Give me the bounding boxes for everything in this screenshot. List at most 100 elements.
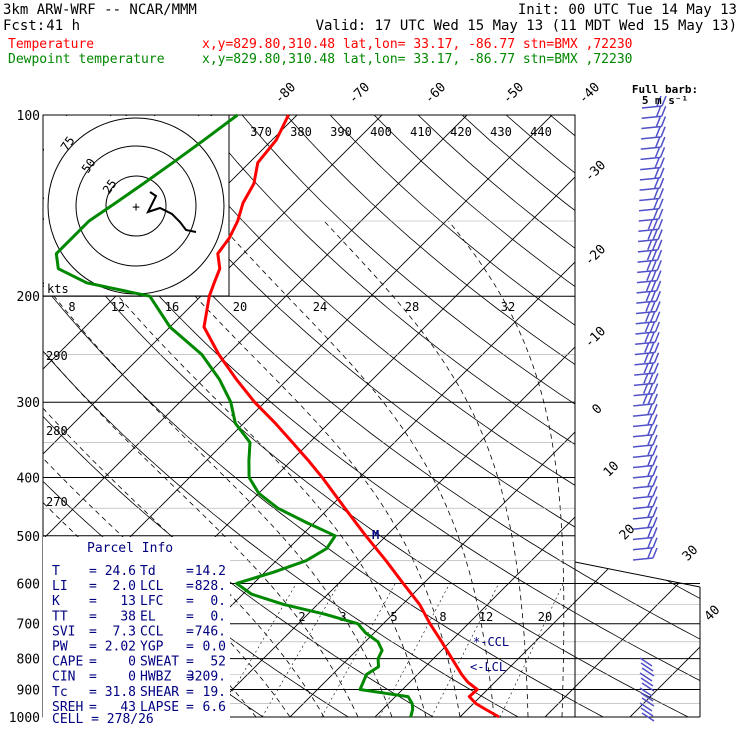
wind-barb-shaft bbox=[632, 526, 654, 530]
wind-barb-flag bbox=[652, 475, 658, 487]
wind-barb-flag bbox=[652, 218, 659, 230]
pressure-label-100: 100 bbox=[17, 109, 40, 124]
dry-adiabat-label-1: 280 bbox=[46, 424, 68, 438]
parcel-eq: = bbox=[186, 670, 194, 685]
wind-barb-shaft bbox=[640, 146, 661, 150]
wind-barb-low-8 bbox=[641, 697, 655, 707]
parcel-value-ccl: 746. bbox=[195, 624, 226, 639]
isotherm-label-0: -80 bbox=[272, 80, 299, 107]
pressure-tick-labels: 100 200 300 400 500 600 700 800 900 1000 bbox=[9, 109, 40, 726]
plot-frame bbox=[42, 114, 701, 718]
wind-barb-flag bbox=[650, 301, 656, 312]
parcel-label-svi: SVI bbox=[52, 624, 75, 639]
mixing-ratio-labels: 8 12 16 20 24 28 32 2 3 5 8 12 20 bbox=[68, 300, 552, 624]
wind-barb-flag bbox=[653, 362, 659, 374]
isotherm-label-8: 0 bbox=[589, 401, 605, 417]
wind-barb-6 bbox=[640, 157, 665, 171]
wind-barb-flag bbox=[656, 260, 662, 271]
parcel-value-cape: 0 bbox=[128, 655, 136, 670]
mixing-ratio-label-upper-5: 28 bbox=[405, 300, 419, 314]
theta-e-label-5: 420 bbox=[450, 125, 472, 139]
moist-adiabat-32 bbox=[448, 220, 565, 717]
isotherm-0 bbox=[289, 115, 700, 717]
wind-barb-flag bbox=[650, 311, 656, 323]
wind-barb-flag bbox=[648, 373, 654, 384]
wind-barb-shaft bbox=[640, 166, 661, 171]
mixing-ratio-label-lower-0: 2 bbox=[298, 610, 305, 624]
wind-barb-flag bbox=[652, 393, 658, 405]
wind-barb-shaft bbox=[632, 557, 654, 561]
parcel-value-sweat: 52 bbox=[210, 655, 226, 670]
wind-barb-19 bbox=[636, 290, 661, 304]
wind-barb-flag bbox=[658, 188, 664, 199]
wind-barb-flag bbox=[649, 321, 656, 333]
parcel-label-hwbz: HWBZ bbox=[140, 670, 171, 685]
parcel-value-lcl: 828. bbox=[195, 579, 226, 594]
wind-barb-shaft bbox=[638, 218, 659, 222]
init-time: Init: 00 UTC Tue 14 May 13 bbox=[518, 2, 737, 18]
wind-barb-flag bbox=[652, 239, 658, 251]
wind-barb-flag bbox=[653, 373, 659, 384]
wind-barb-flag bbox=[647, 414, 653, 425]
pressure-label-300: 300 bbox=[17, 396, 40, 411]
wind-barb-30 bbox=[632, 403, 658, 417]
parcel-label-cin: CIN bbox=[52, 670, 75, 685]
wind-barb-2 bbox=[641, 116, 667, 130]
wind-barb-low-3 bbox=[639, 672, 653, 682]
parcel-eq: = bbox=[89, 655, 97, 670]
isotherm-label-4: -40 bbox=[576, 80, 603, 107]
wind-barb-39 bbox=[632, 496, 658, 510]
wind-barb-low-5 bbox=[641, 682, 655, 692]
wind-barb-flag bbox=[647, 537, 653, 549]
wind-barb-flag bbox=[660, 126, 666, 138]
wind-barb-1 bbox=[641, 105, 667, 120]
wind-barb-10 bbox=[638, 198, 664, 212]
isotherm--10 bbox=[204, 115, 700, 717]
wind-barb-flag bbox=[652, 465, 658, 477]
wind-barb-flag bbox=[650, 280, 657, 292]
wind-barb-shaft bbox=[635, 331, 656, 335]
parcel-value-el: 0. bbox=[210, 609, 226, 624]
annotations: <-LCL *-CCL M bbox=[372, 528, 509, 674]
parcel-label-sweat: SWEAT bbox=[140, 655, 179, 670]
dry-adiabat-390 bbox=[285, 115, 700, 717]
wind-barb-shaft bbox=[633, 392, 654, 397]
wind-barb-shaft bbox=[637, 249, 658, 253]
plot-border-ext bbox=[574, 561, 701, 588]
model-title: 3km ARW-WRF -- NCAR/MMM bbox=[3, 2, 197, 18]
isotherm-label-6: -20 bbox=[582, 242, 609, 269]
mixing-ratio-label-upper-1: 12 bbox=[111, 300, 125, 314]
forecast-hours: 41 h bbox=[46, 18, 80, 34]
wind-barb-shaft bbox=[632, 485, 654, 489]
wind-barb-11 bbox=[638, 208, 664, 222]
dry-adiabat-440 bbox=[505, 115, 700, 717]
pressure-label-800: 800 bbox=[17, 653, 40, 668]
wind-barb-shaft bbox=[640, 156, 661, 161]
wind-barb-flag bbox=[642, 383, 649, 394]
mixing-ratio-label-lower-1: 3 bbox=[339, 610, 346, 624]
mixing-ratio-label-upper-3: 20 bbox=[233, 300, 247, 314]
wind-barb-43 bbox=[632, 537, 658, 551]
pressure-label-700: 700 bbox=[17, 618, 40, 633]
wind-barb-flag bbox=[652, 506, 658, 518]
isotherm-label-10: 20 bbox=[617, 522, 639, 544]
wind-barb-flag bbox=[654, 342, 660, 353]
wind-barb-shaft bbox=[638, 207, 660, 212]
parcel-eq: = bbox=[186, 655, 194, 670]
wind-barb-flag bbox=[655, 280, 662, 292]
wind-barb-shaft bbox=[632, 464, 654, 469]
ccl-marker: *-CCL bbox=[473, 635, 509, 649]
wind-barb-flag bbox=[652, 383, 659, 394]
legend-dewpoint: Dewpoint temperature bbox=[8, 52, 165, 67]
parcel-eq: = bbox=[89, 609, 97, 624]
wind-barb-15 bbox=[637, 249, 663, 263]
temperature-profile bbox=[202, 114, 500, 719]
mixing-ratio-label-lower-2: 5 bbox=[390, 610, 397, 624]
wind-barb-flag bbox=[656, 270, 662, 281]
parcel-value-tt: 38 bbox=[120, 609, 136, 624]
wind-barb-37 bbox=[632, 475, 658, 489]
wind-barb-18 bbox=[636, 280, 662, 294]
moist-adiabat-4 bbox=[43, 220, 325, 717]
wind-barb-shaft bbox=[633, 382, 654, 387]
